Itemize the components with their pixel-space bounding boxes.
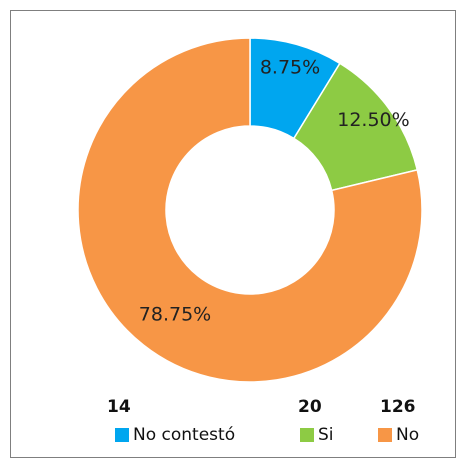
legend-label-si: Si [318, 425, 334, 445]
legend-item-no-contesto: No contestó [115, 425, 235, 445]
slice-label-si: 12.50% [337, 109, 409, 131]
legend-count-no-contesto: 14 [107, 397, 131, 417]
legend-item-si: Si [300, 425, 334, 445]
legend-swatch-no-contesto [115, 428, 129, 442]
legend-item-no: No [378, 425, 419, 445]
legend-label-no-contesto: No contestó [133, 425, 236, 445]
legend-count-no: 126 [380, 397, 416, 417]
slice-label-no-contesto: 8.75% [260, 57, 320, 79]
legend-count-si: 20 [298, 397, 322, 417]
legend-label-no: No [396, 425, 420, 445]
slice-label-no: 78.75% [139, 304, 211, 326]
legend-swatch-si [300, 428, 314, 442]
donut-slice-no [77, 37, 423, 383]
legend-swatch-no [378, 428, 392, 442]
